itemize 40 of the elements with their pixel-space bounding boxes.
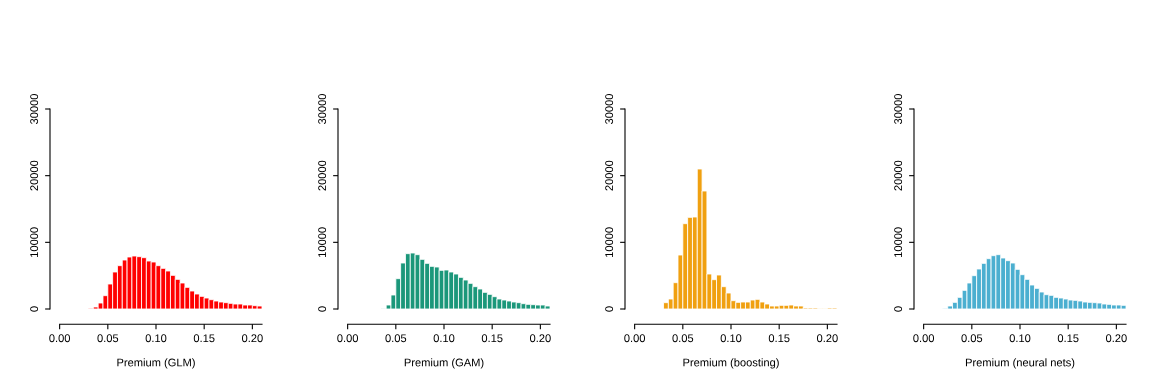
y-tick-label: 20000: [894, 160, 903, 191]
y-tick-label: 10000: [894, 227, 903, 257]
x-tick-label: 0.15: [481, 334, 503, 343]
y-tick-label: 20000: [605, 160, 614, 191]
x-tick-label: 0.20: [816, 334, 838, 343]
y-tick-label: 0: [30, 306, 39, 312]
x-tick-label: 0.00: [913, 334, 935, 343]
x-axis-title: Premium (neural nets): [965, 358, 1075, 369]
y-tick-label: 30000: [894, 93, 903, 125]
x-tick-label: 0.10: [145, 334, 167, 343]
x-tick-label: 0.00: [624, 334, 646, 343]
y-tick-label: 20000: [30, 160, 39, 191]
x-tick-label: 0.05: [385, 334, 407, 343]
y-tick-label: 30000: [605, 93, 614, 125]
x-tick-label: 0.10: [720, 334, 742, 343]
x-tick-label: 0.20: [529, 334, 551, 343]
y-tick-label: 0: [318, 306, 327, 312]
y-tick-label: 30000: [30, 93, 39, 125]
y-tick-label: 0: [894, 306, 903, 312]
y-tick-label: 10000: [318, 227, 327, 257]
x-tick-label: 0.00: [337, 334, 359, 343]
x-tick-label: 0.20: [1105, 334, 1127, 343]
y-tick-label: 20000: [318, 160, 327, 191]
y-tick-label: 0: [605, 306, 614, 312]
x-tick-label: 0.00: [49, 334, 71, 343]
y-tick-label: 10000: [605, 227, 614, 257]
x-tick-label: 0.15: [768, 334, 790, 343]
x-tick-label: 0.05: [961, 334, 983, 343]
x-tick-label: 0.10: [1009, 334, 1031, 343]
x-tick-label: 0.20: [241, 334, 263, 343]
x-tick-label: 0.05: [672, 334, 694, 343]
x-axis-title: Premium (GLM): [117, 358, 195, 369]
y-tick-label: 10000: [30, 227, 39, 257]
x-axis-title: Premium (boosting): [683, 358, 779, 369]
y-tick-label: 30000: [318, 93, 327, 125]
x-tick-label: 0.10: [433, 334, 455, 343]
x-axis-title: Premium (GAM): [404, 358, 484, 369]
x-tick-label: 0.15: [193, 334, 215, 343]
x-tick-label: 0.05: [97, 334, 119, 343]
x-tick-label: 0.15: [1057, 334, 1079, 343]
